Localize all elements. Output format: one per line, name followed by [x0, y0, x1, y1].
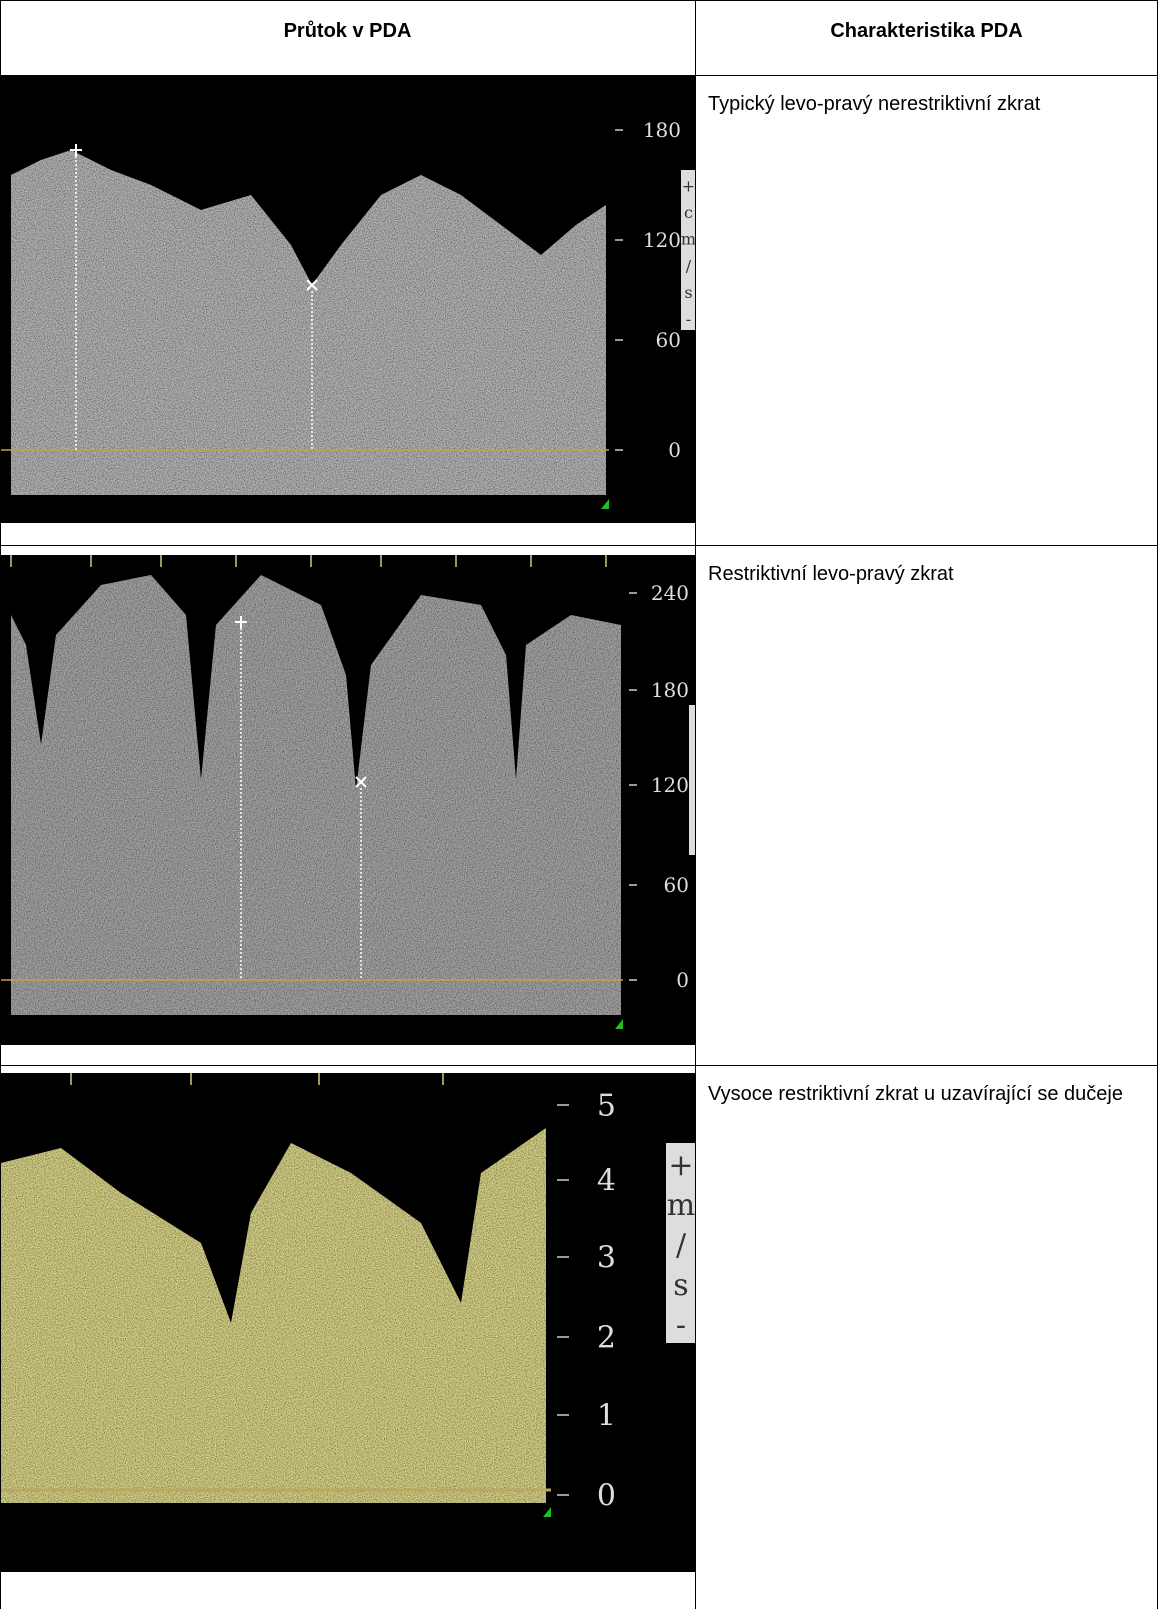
table-border — [0, 545, 1158, 546]
unit-label: s — [684, 283, 692, 302]
scale-label: 3 — [597, 1241, 616, 1276]
unit-label: m — [681, 230, 695, 249]
corner-marker — [543, 1507, 551, 1517]
doppler-image: 5 4 3 2 1 0 + m / s - — [1, 1073, 695, 1572]
unit-label: + — [682, 176, 695, 195]
scale-label: 0 — [668, 438, 681, 462]
unit-box — [681, 170, 695, 330]
spectrum — [11, 575, 621, 1015]
unit-label: + — [668, 1148, 693, 1183]
description: Vysoce restriktivní zkrat u uzavírající … — [708, 1083, 1123, 1105]
header-cell: Průtok v PDA — [283, 20, 412, 42]
scale-label: 180 — [651, 678, 689, 702]
scale-label: 4 — [597, 1164, 616, 1199]
unit-box — [666, 1143, 695, 1343]
spectrum — [1, 1128, 546, 1503]
table-border — [0, 0, 1, 1609]
unit-label: - — [676, 1308, 686, 1343]
table-border — [1157, 0, 1158, 1609]
scale-label: 60 — [656, 328, 681, 352]
description: Typický levo-pravý nerestriktivní zkrat — [708, 93, 1041, 115]
scale-label: 120 — [643, 228, 681, 252]
unit-label: c — [684, 203, 693, 222]
caliper-mark — [355, 776, 367, 788]
unit-label: / — [676, 1228, 687, 1263]
unit-box — [689, 705, 695, 855]
unit-label: - — [686, 310, 691, 329]
caliper-mark — [306, 279, 318, 291]
unit-label: m — [667, 1188, 695, 1223]
scale-label: 1 — [597, 1399, 616, 1434]
table-border — [0, 0, 1158, 1]
doppler-image: 180 120 60 0 + cm / s - — [1, 75, 695, 523]
scale-label: 2 — [597, 1321, 616, 1356]
header-cell: Charakteristika PDA — [830, 20, 1023, 42]
doppler-image: 240 180 120 60 0 — [1, 555, 695, 1045]
scale-label: 180 — [643, 118, 681, 142]
corner-marker — [601, 499, 609, 509]
corner-marker — [615, 1019, 623, 1029]
spectrum — [11, 150, 606, 495]
unit-label: / — [686, 256, 692, 275]
table-border — [695, 0, 696, 1609]
scale-label: 60 — [664, 873, 689, 897]
table-border — [0, 1065, 1158, 1066]
scale-label: 0 — [676, 968, 689, 992]
scale-label: 120 — [651, 773, 689, 797]
scale-label: 5 — [597, 1089, 616, 1124]
unit-label: s — [673, 1268, 688, 1303]
description: Restriktivní levo-pravý zkrat — [708, 563, 954, 585]
scale-label: 0 — [597, 1479, 616, 1514]
scale-label: 240 — [651, 581, 689, 605]
